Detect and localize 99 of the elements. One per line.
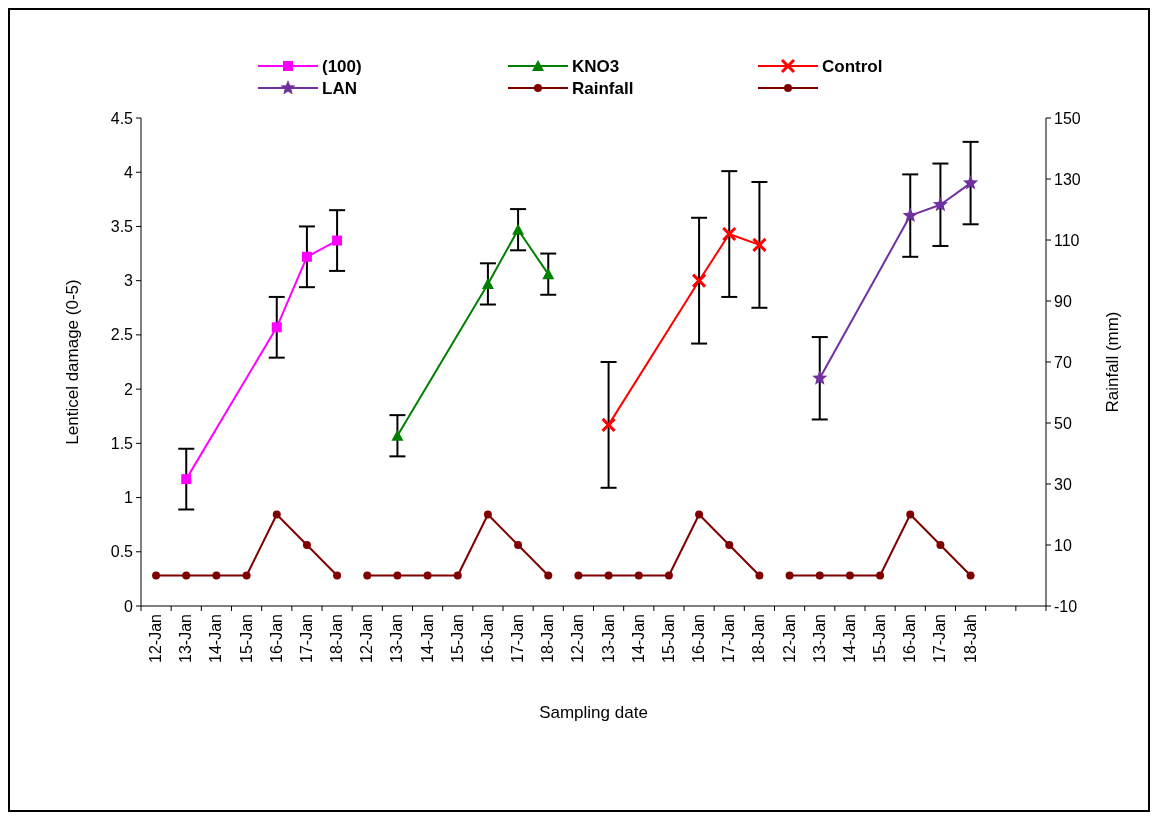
point bbox=[242, 571, 251, 580]
y2-tick-label: 110 bbox=[1054, 231, 1080, 249]
point bbox=[812, 370, 828, 385]
x-tick-label: 12-Jan bbox=[147, 614, 165, 663]
y-tick-label: 4.5 bbox=[110, 109, 134, 127]
point bbox=[182, 571, 191, 580]
point bbox=[393, 571, 402, 580]
y2-tick-label: 30 bbox=[1054, 475, 1072, 493]
legend-label: (100) bbox=[322, 56, 362, 76]
x-tick-label: 14-Jan bbox=[207, 614, 225, 663]
point bbox=[512, 223, 525, 235]
point bbox=[391, 429, 404, 441]
point bbox=[601, 417, 617, 433]
y-tick-label: 4 bbox=[124, 163, 134, 181]
x-tick-label: 13-Jan bbox=[177, 614, 195, 663]
point bbox=[785, 571, 794, 580]
x-tick-label: 17-Jan bbox=[297, 614, 315, 663]
x-tick-label: 18-Jan bbox=[539, 614, 557, 663]
legend-label: Rainfall bbox=[572, 78, 634, 98]
x-tick-label: 13-Jan bbox=[810, 614, 828, 663]
x-tick-label: 17-Jan bbox=[720, 614, 738, 663]
point bbox=[574, 571, 583, 580]
x-tick-label: 12-Jan bbox=[569, 614, 587, 663]
point bbox=[876, 571, 885, 580]
y-axis-title: Lenticel damage (0-5) bbox=[63, 279, 82, 445]
y2-tick-label: 90 bbox=[1054, 292, 1072, 310]
point bbox=[966, 571, 975, 580]
y-tick-label: 3 bbox=[124, 272, 134, 290]
x-tick-label: 14-Jan bbox=[629, 614, 647, 663]
point bbox=[212, 571, 221, 580]
point bbox=[902, 207, 918, 223]
y2-axis-title: Rainfall (mm) bbox=[1103, 311, 1122, 413]
point bbox=[301, 251, 312, 262]
point bbox=[271, 322, 282, 333]
point bbox=[542, 268, 555, 280]
point bbox=[751, 237, 767, 253]
point bbox=[962, 175, 979, 190]
x-tick-label: 15-Jan bbox=[659, 614, 677, 663]
point bbox=[152, 571, 161, 580]
x-tick-label: 13-Jan bbox=[599, 614, 617, 663]
x-tick-label: 12-Jan bbox=[358, 614, 376, 663]
x-tick-label: 15-Jan bbox=[237, 614, 255, 663]
x-tick-label: 16-Jan bbox=[267, 614, 285, 663]
point bbox=[815, 571, 824, 580]
point bbox=[481, 277, 494, 289]
point bbox=[302, 541, 311, 549]
y2-tick-label: 130 bbox=[1054, 170, 1081, 188]
point bbox=[544, 571, 553, 580]
point bbox=[906, 510, 915, 519]
legend-label: LAN bbox=[322, 78, 357, 98]
point bbox=[332, 235, 343, 246]
y-tick-label: 0 bbox=[124, 597, 134, 615]
y2-tick-label: 10 bbox=[1054, 536, 1072, 554]
legend-label: KNO3 bbox=[572, 56, 620, 76]
point bbox=[181, 474, 192, 485]
point bbox=[755, 571, 764, 580]
y-tick-label: 0.5 bbox=[110, 543, 134, 561]
point bbox=[932, 196, 949, 212]
x-tick-label: 13-Jan bbox=[388, 614, 406, 663]
point bbox=[721, 226, 737, 242]
point bbox=[604, 571, 613, 580]
x-tick-label: 17-Jan bbox=[509, 614, 527, 663]
x-tick-label: 17-Jan bbox=[931, 614, 949, 663]
x-tick-label: 18-Jan bbox=[328, 614, 346, 663]
point bbox=[691, 273, 707, 289]
y-tick-label: 1 bbox=[124, 489, 134, 507]
point bbox=[272, 510, 281, 519]
x-tick-label: 15-Jan bbox=[448, 614, 466, 663]
y-tick-label: 2 bbox=[124, 380, 134, 398]
point bbox=[845, 571, 854, 580]
x-tick-label: 12-Jan bbox=[780, 614, 798, 663]
y2-tick-label: 150 bbox=[1054, 109, 1081, 127]
x-tick-label: 14-Jan bbox=[840, 614, 858, 663]
point bbox=[333, 571, 342, 580]
point bbox=[664, 571, 673, 580]
point bbox=[483, 510, 492, 519]
point bbox=[514, 541, 523, 549]
y2-tick-label: 70 bbox=[1054, 353, 1072, 371]
x-tick-label: 14-Jan bbox=[418, 614, 436, 663]
x-tick-label: 18-Jan bbox=[750, 614, 768, 663]
y2-tick-label: 50 bbox=[1054, 414, 1072, 432]
point bbox=[634, 571, 643, 580]
y2-tick-label: -10 bbox=[1054, 597, 1078, 615]
x-tick-label: 16-Jan bbox=[478, 614, 496, 663]
legend-label: Control bbox=[822, 56, 883, 76]
point bbox=[423, 571, 432, 580]
point bbox=[363, 571, 372, 580]
y-tick-label: 3.5 bbox=[110, 218, 134, 236]
x-tick-label: 18-Jah bbox=[961, 614, 979, 663]
y-tick-label: 1.5 bbox=[110, 434, 134, 452]
point bbox=[725, 541, 734, 549]
y-tick-label: 2.5 bbox=[110, 326, 134, 344]
x-tick-label: 16-Jan bbox=[690, 614, 708, 663]
x-tick-label: 16-Jan bbox=[901, 614, 919, 663]
x-axis-title: Sampling date bbox=[539, 703, 648, 722]
point bbox=[453, 571, 462, 580]
x-tick-label: 15-Jan bbox=[871, 614, 889, 663]
point bbox=[936, 541, 945, 549]
point bbox=[695, 510, 704, 519]
